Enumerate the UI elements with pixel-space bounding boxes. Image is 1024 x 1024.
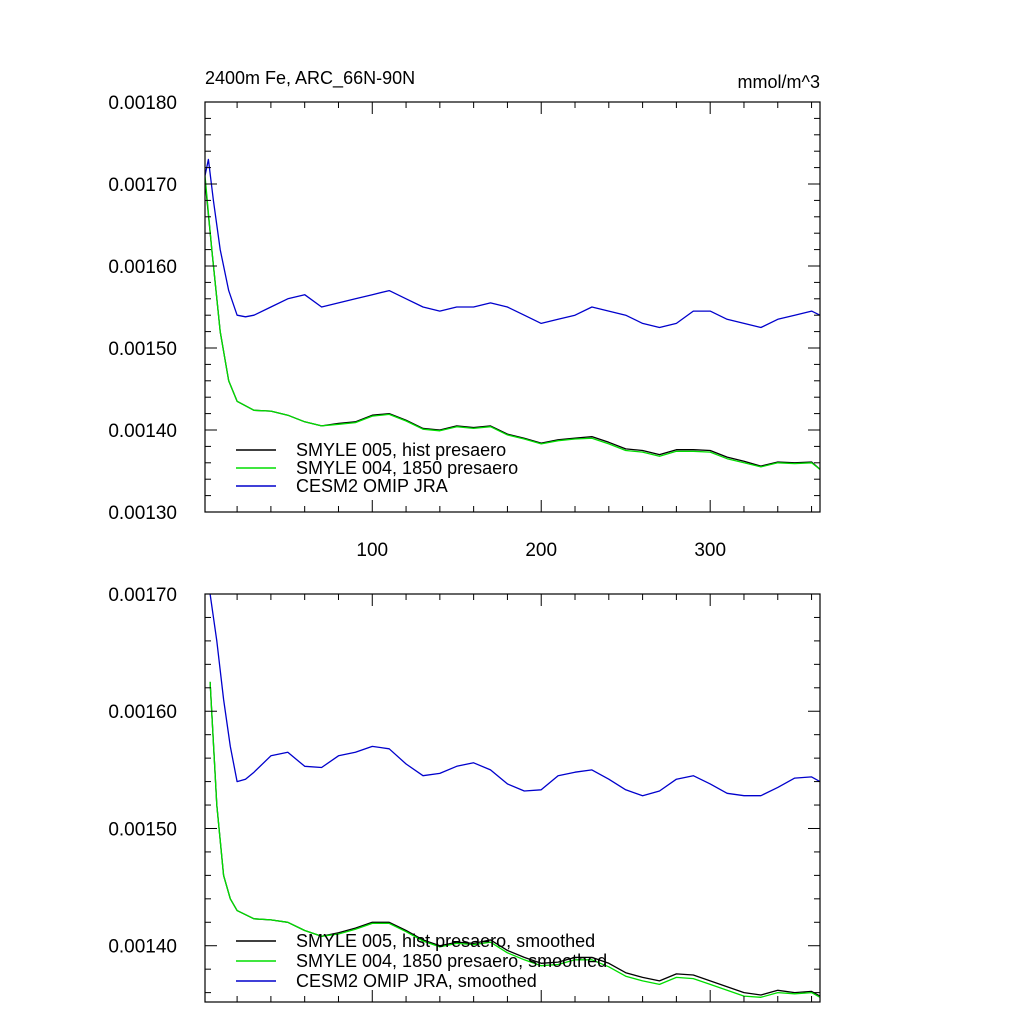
series-line-1 bbox=[205, 179, 820, 470]
top-panel: 100 200 300 0.00130 0.00140 0.00150 0.00160 0.0… bbox=[108, 68, 821, 561]
y-tick-label: 0.00160 bbox=[108, 702, 177, 723]
y-tick-label: 0.00180 bbox=[108, 93, 177, 114]
series-line-3 bbox=[205, 158, 820, 329]
x-tick-label: 300 bbox=[694, 540, 726, 561]
y-tick-label: 0.00160 bbox=[108, 257, 177, 278]
x-tick-label: 200 bbox=[525, 540, 557, 561]
series-line-2 bbox=[209, 681, 820, 998]
y-tick-label: 0.00170 bbox=[108, 175, 177, 196]
legend-label-3: CESM2 OMIP JRA, smoothed bbox=[296, 971, 537, 991]
y-tick-label: 0.00130 bbox=[108, 503, 177, 524]
chart-title: 2400m Fe, ARC_66N-90N bbox=[205, 68, 415, 89]
series-line-3 bbox=[209, 594, 820, 797]
legend-label-1: SMYLE 005, hist presaero, smoothed bbox=[296, 931, 595, 951]
units-label: mmol/m^3 bbox=[738, 72, 820, 92]
plot-frame bbox=[204, 593, 821, 1003]
plot-frame bbox=[204, 101, 821, 513]
legend-label-1: SMYLE 005, hist presaero bbox=[296, 440, 506, 460]
y-tick-label: 0.00140 bbox=[108, 937, 177, 958]
y-tick-label: 0.00170 bbox=[108, 585, 177, 606]
y-tick-label: 0.00150 bbox=[108, 339, 177, 360]
series-line-2 bbox=[205, 175, 820, 470]
legend-label-3: CESM2 OMIP JRA bbox=[296, 476, 448, 496]
legend-label-2: SMYLE 004, 1850 presaero bbox=[296, 458, 518, 478]
x-tick-label: 100 bbox=[356, 540, 388, 561]
bottom-panel: 0.00140 0.00150 0.00160 0.00170 SMYLE 005, h… bbox=[108, 585, 821, 1003]
y-tick-label: 0.00140 bbox=[108, 421, 177, 442]
legend-label-2: SMYLE 004, 1850 presaero, smoothed bbox=[296, 951, 607, 971]
y-tick-label: 0.00150 bbox=[108, 819, 177, 840]
